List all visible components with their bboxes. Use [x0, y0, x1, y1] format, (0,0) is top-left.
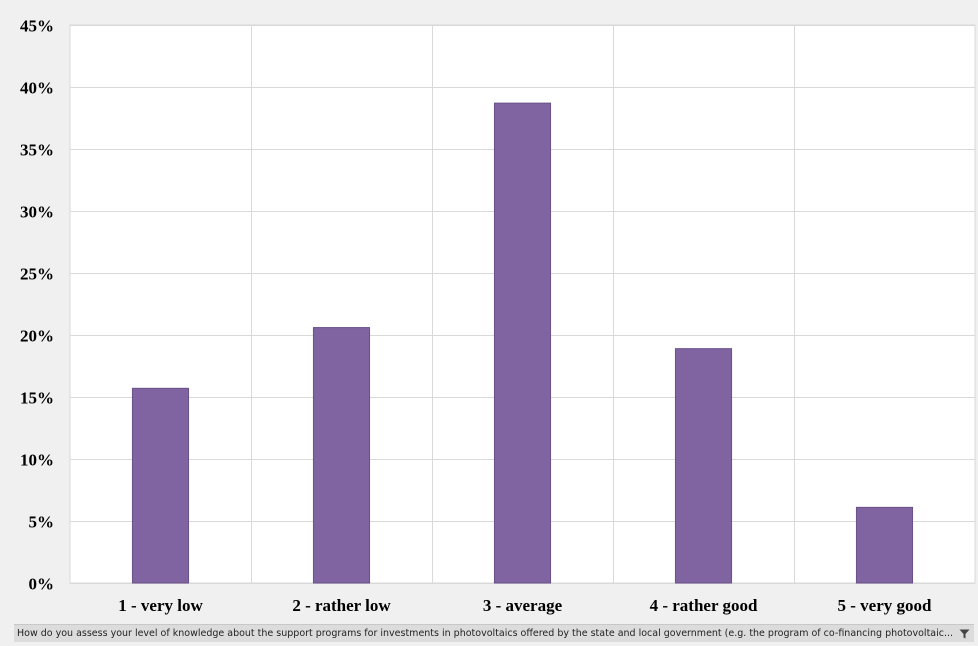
- y-tick-label: 25%: [20, 265, 54, 284]
- x-tick-label: 3 - average: [483, 596, 563, 615]
- y-tick-label: 40%: [20, 79, 54, 98]
- y-tick-label: 15%: [20, 389, 54, 408]
- x-tick-label: 5 - very good: [838, 596, 933, 615]
- y-tick-label: 35%: [20, 141, 54, 160]
- x-tick-label: 1 - very low: [118, 596, 203, 615]
- y-tick-label: 5%: [29, 513, 55, 532]
- y-tick-label: 20%: [20, 327, 54, 346]
- y-tick-label: 0%: [29, 575, 55, 594]
- field-button[interactable]: How do you assess your level of knowledg…: [14, 624, 974, 642]
- bar: [674, 348, 733, 584]
- x-tick-label: 4 - rather good: [650, 596, 758, 615]
- bar: [131, 387, 190, 584]
- bar: [855, 506, 914, 584]
- bar: [493, 102, 552, 584]
- x-tick-label: 2 - rather low: [292, 596, 391, 615]
- bar: [312, 327, 371, 584]
- y-tick-label: 30%: [20, 203, 54, 222]
- bar-chart: 0% 5% 10% 15% 20% 25% 30% 35% 40% 45% 1 - very low…: [20, 17, 976, 615]
- y-tick-label: 45%: [20, 17, 54, 36]
- field-label: How do you assess your level of knowledg…: [17, 628, 954, 639]
- y-tick-label: 10%: [20, 451, 54, 470]
- chart-area: 0% 5% 10% 15% 20% 25% 30% 35% 40% 45% 1 - very low…: [20, 16, 976, 615]
- filter-icon[interactable]: [954, 625, 974, 643]
